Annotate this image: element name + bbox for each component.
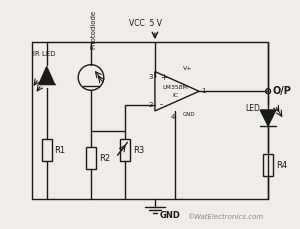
Text: VCC  5 V: VCC 5 V (129, 19, 162, 28)
Text: Photodiode: Photodiode (90, 10, 96, 49)
Polygon shape (83, 69, 99, 86)
Bar (263, 154, 273, 176)
Text: 1: 1 (201, 88, 206, 94)
Text: 4: 4 (170, 114, 175, 120)
Text: O/P: O/P (273, 86, 292, 96)
Text: R2: R2 (99, 154, 110, 163)
Text: +: + (160, 73, 167, 82)
Text: -: - (160, 101, 163, 109)
Text: GND: GND (160, 211, 181, 220)
Text: R1: R1 (55, 146, 66, 155)
Text: 2: 2 (148, 102, 153, 108)
Bar (42, 139, 52, 161)
Text: 3: 3 (148, 74, 153, 80)
Text: R3: R3 (133, 146, 145, 155)
Bar (86, 147, 96, 169)
Circle shape (78, 65, 104, 90)
Text: IR LED: IR LED (34, 51, 56, 57)
Circle shape (266, 89, 271, 94)
Text: LED: LED (245, 104, 260, 113)
Text: LM358M: LM358M (162, 85, 188, 90)
Bar (121, 139, 130, 161)
Polygon shape (260, 110, 276, 126)
Text: GND: GND (183, 112, 196, 117)
Polygon shape (155, 72, 199, 111)
Text: V+: V+ (183, 65, 192, 71)
Text: IC: IC (172, 93, 178, 98)
Text: R4: R4 (276, 161, 287, 169)
Text: ©WatElectronics.com: ©WatElectronics.com (187, 214, 263, 220)
Polygon shape (39, 67, 55, 84)
